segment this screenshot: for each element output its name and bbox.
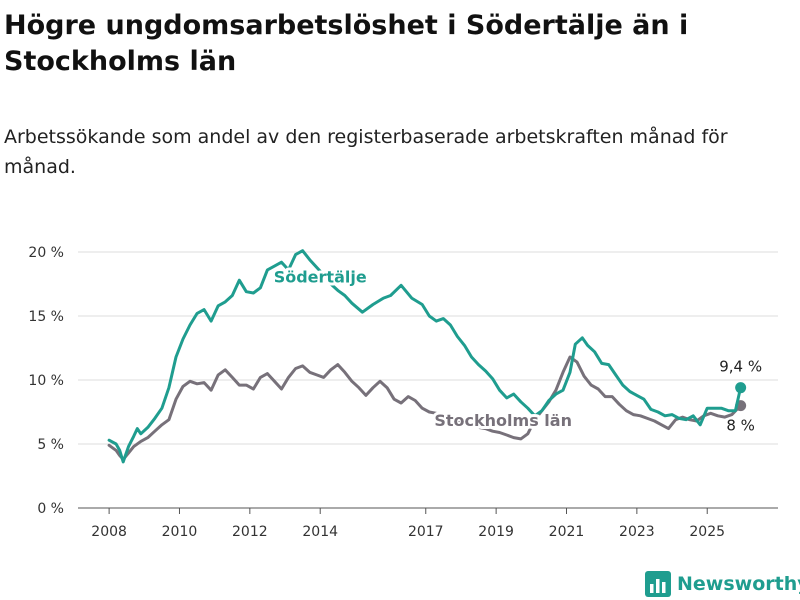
series-label-sodertalje: Södertälje xyxy=(274,268,367,287)
end-point-sodertalje xyxy=(735,382,747,394)
x-tick-label: 2021 xyxy=(549,524,585,540)
x-tick-label: 2014 xyxy=(302,524,338,540)
x-tick-label: 2023 xyxy=(619,524,655,540)
x-axis: 2008 2010 2012 2014 2017 2019 2021 2023 2025 xyxy=(91,508,725,540)
x-tick-label: 2017 xyxy=(408,524,444,540)
y-tick-label: 0 % xyxy=(37,501,64,517)
bar-chart-icon xyxy=(645,571,671,597)
end-label-sodertalje: 9,4 % xyxy=(719,358,762,376)
series-lines xyxy=(107,249,747,464)
y-tick-label: 10 % xyxy=(28,373,64,389)
series-line-stockholms-lan xyxy=(107,355,743,461)
series-line-sodertalje xyxy=(107,249,743,464)
gridlines xyxy=(78,251,778,509)
x-tick-label: 2012 xyxy=(232,524,268,540)
series-label-halo: Södertälje xyxy=(274,268,367,287)
y-axis: 0 % 5 % 10 % 15 % 20 % xyxy=(28,245,64,517)
series-label-halo: Stockholms län xyxy=(434,411,572,430)
x-tick-label: 2008 xyxy=(91,524,127,540)
x-tick-label: 2010 xyxy=(162,524,198,540)
y-tick-label: 15 % xyxy=(28,309,64,325)
x-tick-label: 2025 xyxy=(689,524,725,540)
series-label-stockholms-lan: Stockholms län xyxy=(434,411,572,430)
y-tick-label: 20 % xyxy=(28,245,64,261)
y-tick-label: 5 % xyxy=(37,437,64,453)
newsworthy-logo: Newsworthy xyxy=(645,570,800,598)
x-tick-label: 2019 xyxy=(478,524,514,540)
chart-title: Högre ungdomsarbetslöshet i Södertälje ä… xyxy=(4,10,689,77)
brand-name: Newsworthy xyxy=(677,573,800,595)
chart-subtitle: Arbetssökande som andel av den registerb… xyxy=(4,126,728,178)
end-label-stockholms-lan: 8 % xyxy=(726,417,755,435)
